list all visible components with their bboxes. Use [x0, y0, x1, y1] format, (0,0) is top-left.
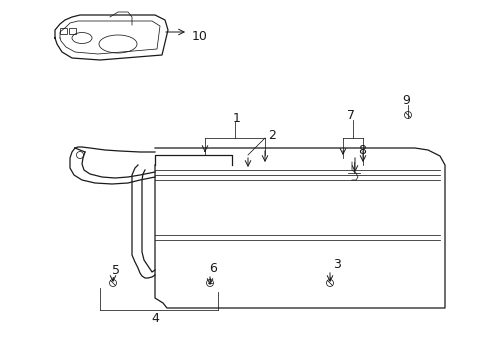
- Text: 6: 6: [209, 262, 217, 275]
- Text: 8: 8: [357, 144, 365, 157]
- Bar: [60, 28, 67, 34]
- Text: 2: 2: [267, 129, 275, 141]
- Text: 5: 5: [112, 264, 120, 276]
- Text: 9: 9: [401, 94, 409, 107]
- Text: 7: 7: [346, 108, 354, 122]
- Text: 1: 1: [233, 112, 241, 125]
- Text: 3: 3: [332, 258, 340, 271]
- Bar: [69, 28, 76, 34]
- Text: 10: 10: [192, 30, 207, 42]
- Text: 4: 4: [151, 311, 159, 324]
